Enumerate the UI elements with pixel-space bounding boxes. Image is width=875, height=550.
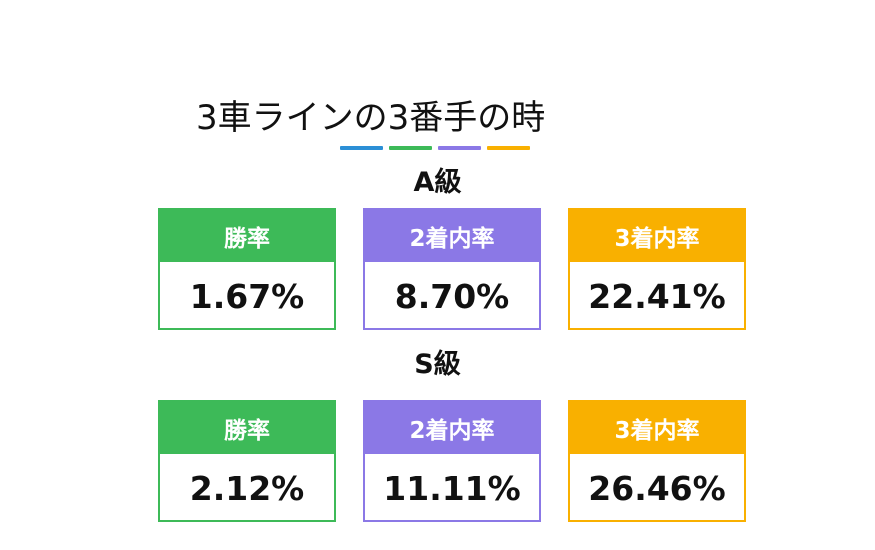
group-a-top3-rate-card: 3着内率 22.41% <box>568 208 746 330</box>
group-s-heading: S級 <box>414 349 461 380</box>
title-underline <box>340 146 530 150</box>
card-value: 11.11% <box>383 468 521 508</box>
card-label: 勝率 <box>160 402 334 454</box>
card-value: 1.67% <box>189 276 305 316</box>
card-value: 22.41% <box>588 276 726 316</box>
card-label: 勝率 <box>160 210 334 262</box>
card-label: 2着内率 <box>365 210 539 262</box>
card-label: 3着内率 <box>570 402 744 454</box>
group-a-win-rate-card: 勝率 1.67% <box>158 208 336 330</box>
underline-segment-blue <box>340 146 383 150</box>
group-s-top3-rate-card: 3着内率 26.46% <box>568 400 746 522</box>
group-s-top2-rate-card: 2着内率 11.11% <box>363 400 541 522</box>
group-a-top2-rate-card: 2着内率 8.70% <box>363 208 541 330</box>
group-s-win-rate-card: 勝率 2.12% <box>158 400 336 522</box>
card-label: 2着内率 <box>365 402 539 454</box>
group-a-heading: A級 <box>413 167 462 198</box>
card-value: 8.70% <box>394 276 510 316</box>
underline-segment-green <box>389 146 432 150</box>
page-title: 3車ラインの3番手の時 <box>196 98 546 138</box>
card-label: 3着内率 <box>570 210 744 262</box>
card-value: 26.46% <box>588 468 726 508</box>
underline-segment-orange <box>487 146 530 150</box>
card-value: 2.12% <box>189 468 305 508</box>
underline-segment-purple <box>438 146 481 150</box>
